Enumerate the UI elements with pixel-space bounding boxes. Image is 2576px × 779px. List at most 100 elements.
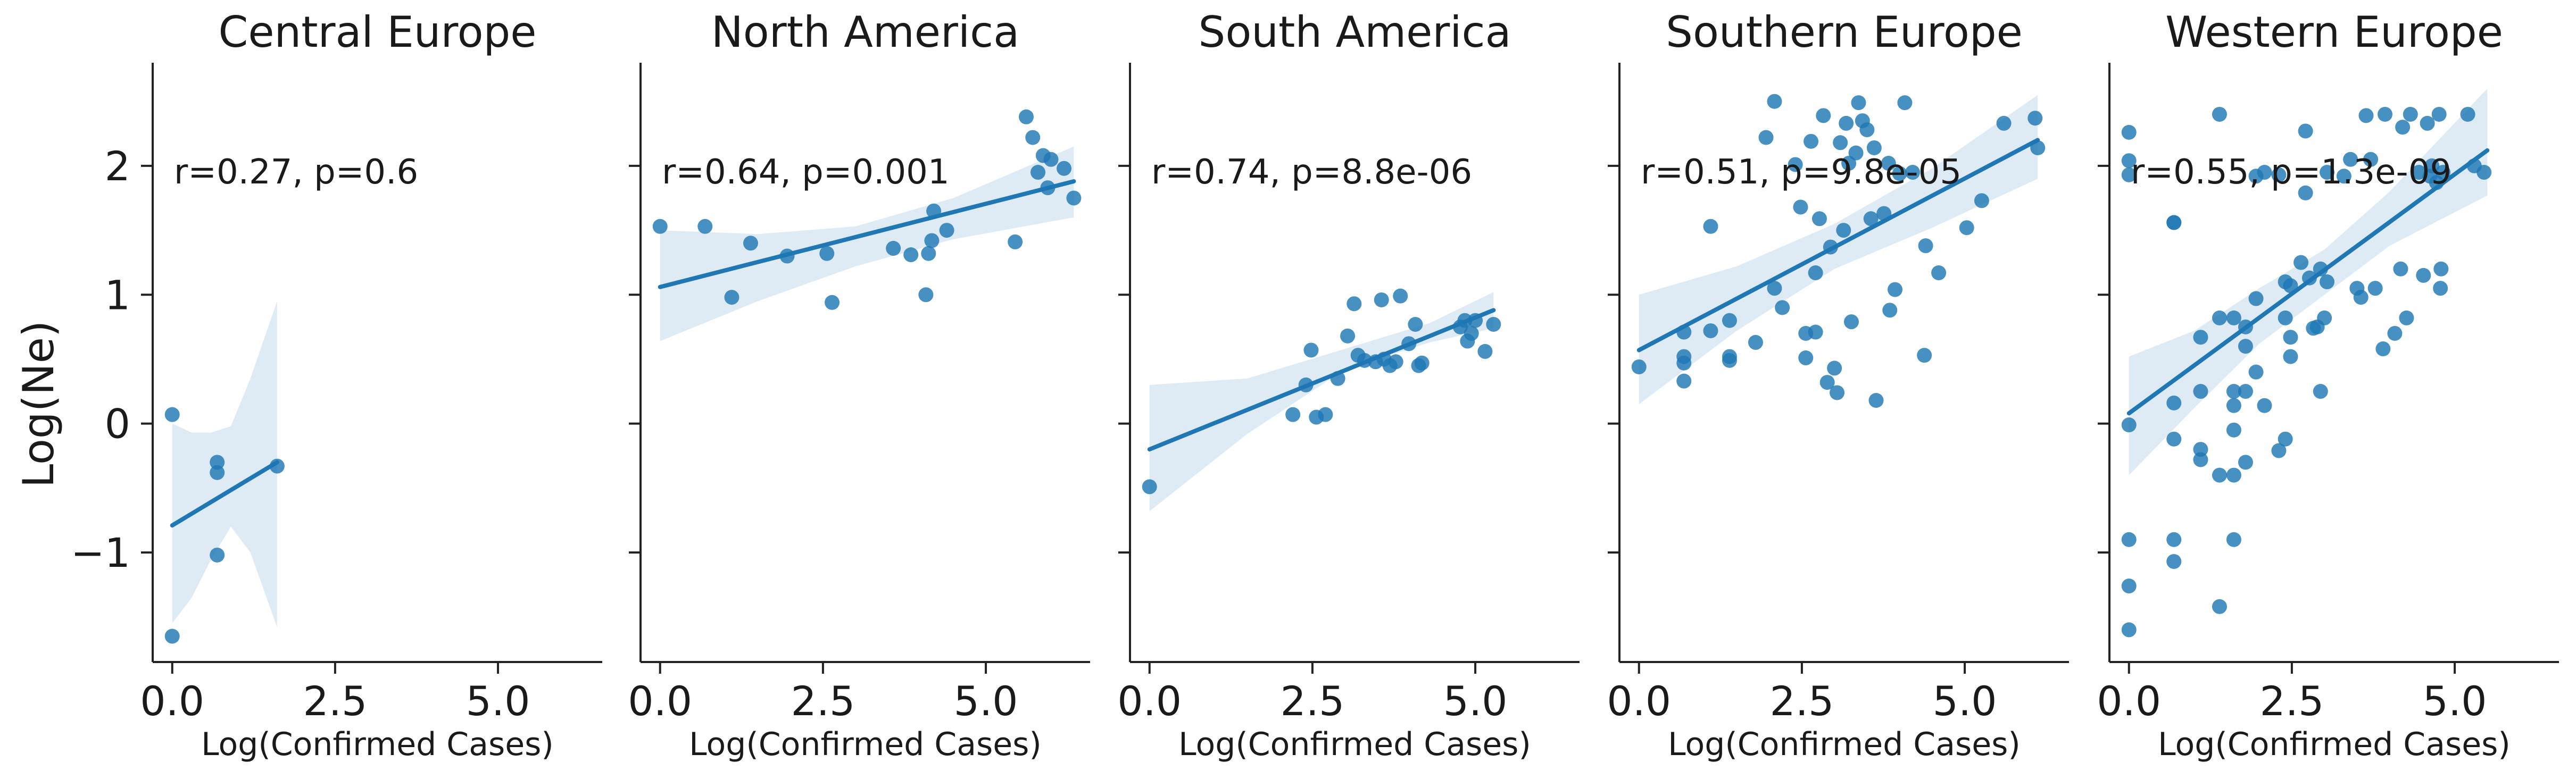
data-point [1827, 361, 1842, 376]
data-point [779, 248, 795, 264]
confidence-band [172, 301, 277, 627]
data-point [210, 465, 225, 480]
data-point [2283, 349, 2298, 364]
data-point [1457, 313, 1473, 328]
data-point [2226, 532, 2241, 547]
data-point [2226, 398, 2241, 413]
data-point [2294, 255, 2309, 270]
data-point [1974, 193, 1989, 208]
data-point [1804, 133, 1819, 149]
data-point [903, 247, 919, 263]
data-point [2166, 532, 2182, 547]
data-point [2283, 330, 2298, 345]
data-point [1008, 234, 1023, 249]
data-point [1303, 342, 1319, 358]
data-point [1996, 115, 2012, 131]
data-point [2298, 123, 2313, 139]
data-point [269, 458, 285, 474]
data-point [1468, 313, 1483, 328]
data-point [2436, 165, 2451, 180]
data-point [1486, 317, 1501, 332]
data-point [1808, 265, 1823, 281]
data-point [1823, 239, 1838, 255]
x-tick-label: 0.0 [1607, 677, 1671, 725]
data-point [2257, 398, 2272, 413]
y-tick-label: 2 [105, 143, 130, 190]
x-tick-label: 5.0 [466, 677, 530, 725]
data-point [2121, 622, 2137, 638]
regression-line [170, 460, 279, 528]
data-point [2298, 185, 2313, 200]
x-tick-label: 2.5 [1769, 677, 1834, 725]
data-point [1340, 328, 1356, 344]
data-point [2433, 281, 2448, 296]
data-point [2238, 319, 2253, 334]
x-tick-label: 2.5 [2259, 677, 2324, 725]
data-point [1676, 324, 1692, 340]
panel-title: South America [1199, 7, 1511, 57]
data-point [1414, 355, 1430, 371]
data-point [1748, 334, 1763, 350]
data-point [1905, 165, 1921, 180]
data-point [2121, 153, 2137, 169]
data-point [2193, 452, 2208, 467]
data-point [1025, 130, 1041, 145]
data-point [652, 219, 668, 234]
data-point [2313, 261, 2328, 277]
data-point [2271, 443, 2287, 458]
data-point [2387, 325, 2403, 341]
data-point [2395, 120, 2411, 135]
data-point [2121, 417, 2137, 433]
data-point [1676, 373, 1692, 389]
data-point [1859, 122, 1875, 138]
data-point [1892, 166, 1907, 181]
data-point [1285, 407, 1301, 422]
data-point [1631, 359, 1647, 374]
correlation-annotation: r=0.74, p=8.8e-06 [1151, 153, 1472, 192]
data-point [1897, 95, 1913, 111]
x-axis-label: Log(Confirmed Cases) [2158, 726, 2511, 763]
data-point [1767, 94, 1782, 109]
data-point [1393, 288, 1408, 304]
data-point [2193, 330, 2208, 345]
data-point [2238, 339, 2253, 354]
data-point [2193, 384, 2208, 399]
data-point [1775, 300, 1790, 315]
correlation-annotation: r=0.51, p=9.8e-05 [1641, 153, 1962, 192]
data-point [1882, 303, 1898, 318]
data-point [1040, 180, 1056, 196]
data-point [2431, 106, 2447, 122]
data-point [1477, 344, 1493, 359]
data-point [1839, 115, 1854, 131]
data-point [2477, 165, 2492, 180]
panel-south-america: 0.0 2.5 5.0 South America r=0.74, p=8.8e-06 L… [1117, 7, 1580, 763]
x-tick-label: 0.0 [2097, 677, 2161, 725]
data-point [2257, 165, 2272, 180]
x-tick-label: 2.5 [303, 677, 367, 725]
x-tick-label: 5.0 [2423, 677, 2487, 725]
data-point [2460, 106, 2475, 122]
data-point [2027, 111, 2043, 126]
data-point [825, 295, 840, 310]
y-tick-label: 0 [105, 400, 130, 448]
data-point [1888, 282, 1903, 297]
y-tick-label: 1 [105, 271, 130, 319]
data-point [2271, 167, 2287, 182]
data-point [2313, 384, 2328, 399]
data-point [1808, 324, 1823, 340]
data-point [2301, 270, 2317, 286]
data-point [924, 233, 940, 248]
x-axis-label: Log(Confirmed Cases) [1668, 726, 2021, 763]
data-point [743, 236, 758, 251]
data-point [2226, 384, 2241, 399]
data-point [2393, 261, 2408, 277]
data-point [2121, 579, 2137, 594]
data-point [2363, 152, 2379, 167]
data-point [2226, 467, 2241, 483]
data-point [1851, 95, 1866, 111]
data-point [2416, 267, 2431, 283]
data-point [1703, 219, 1718, 234]
confidence-band [660, 146, 1074, 341]
data-point [2424, 158, 2440, 173]
data-point [1931, 265, 1947, 281]
